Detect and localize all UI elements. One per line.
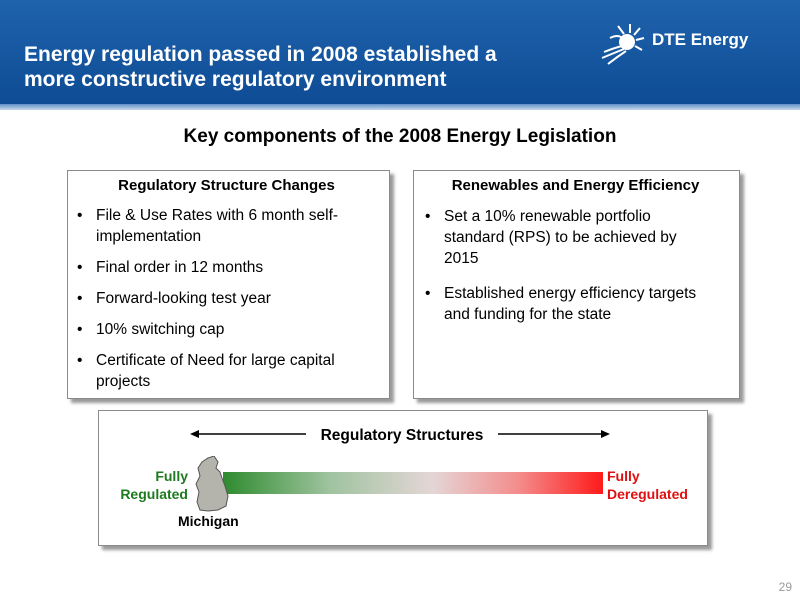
- list-item-text: standard (RPS) to be achieved by: [444, 229, 677, 246]
- list-item-text: Certificate of Need for large capital: [96, 352, 335, 369]
- list-item-text: Set a 10% renewable portfolio: [444, 208, 651, 225]
- michigan-map-icon: [195, 456, 229, 512]
- spectrum-label: Regulatory Structures: [306, 427, 498, 445]
- regulation-gradient-bar: [223, 472, 603, 494]
- list-item: Established energy efficiency targets and…: [422, 283, 729, 325]
- title-line-2: more constructive regulatory environment: [24, 68, 447, 91]
- list-item-text: and funding for the state: [444, 306, 612, 323]
- regulatory-structure-box: Regulatory Structure Changes File & Use …: [67, 170, 390, 399]
- list-item: Certificate of Need for large capital pro…: [74, 350, 379, 392]
- sunburst-logo-icon: [601, 24, 645, 65]
- renewables-list: Set a 10% renewable portfolio standard (R…: [422, 206, 729, 325]
- list-item: Final order in 12 months: [74, 257, 379, 278]
- dte-logo: DTE Energy: [600, 22, 786, 66]
- list-item-text: 10% switching cap: [96, 321, 225, 338]
- header-rule: [0, 104, 800, 110]
- renewables-box: Renewables and Energy Efficiency Set a 1…: [413, 170, 740, 399]
- fully-regulated-label: Fully Regulated: [100, 467, 188, 503]
- header-bar: [0, 0, 800, 104]
- list-item: Set a 10% renewable portfolio standard (R…: [422, 206, 729, 269]
- list-item: Forward-looking test year: [74, 288, 379, 309]
- list-item-text: Forward-looking test year: [96, 290, 271, 307]
- fully-regulated-line1: Fully: [155, 468, 188, 484]
- renewables-heading: Renewables and Energy Efficiency: [451, 177, 700, 194]
- fully-deregulated-label: Fully Deregulated: [607, 467, 707, 503]
- list-item-text: 2015: [444, 250, 479, 267]
- page-number: 29: [778, 580, 792, 594]
- fully-regulated-line2: Regulated: [120, 486, 188, 502]
- logo-text: DTE Energy: [652, 30, 749, 49]
- title-line-1: Energy regulation passed in 2008 establi…: [24, 43, 497, 66]
- subtitle: Key components of the 2008 Energy Legisl…: [183, 126, 617, 147]
- list-item-text: Established energy efficiency targets: [444, 285, 697, 302]
- fully-deregulated-line1: Fully: [607, 468, 640, 484]
- list-item: File & Use Rates with 6 month self-imple…: [74, 205, 379, 247]
- fully-deregulated-line2: Deregulated: [607, 486, 688, 502]
- michigan-label: Michigan: [178, 513, 239, 529]
- list-item-text: File & Use Rates with 6 month self-: [96, 207, 339, 224]
- list-item-text: Final order in 12 months: [96, 259, 264, 276]
- list-item-text: implementation: [96, 228, 202, 245]
- list-item: 10% switching cap: [74, 319, 379, 340]
- list-item-text: projects: [96, 373, 151, 390]
- slide-title: Energy regulation passed in 2008 establi…: [24, 42, 584, 92]
- regulatory-structure-heading: Regulatory Structure Changes: [118, 177, 335, 194]
- regulatory-structure-list: File & Use Rates with 6 month self-imple…: [74, 205, 379, 392]
